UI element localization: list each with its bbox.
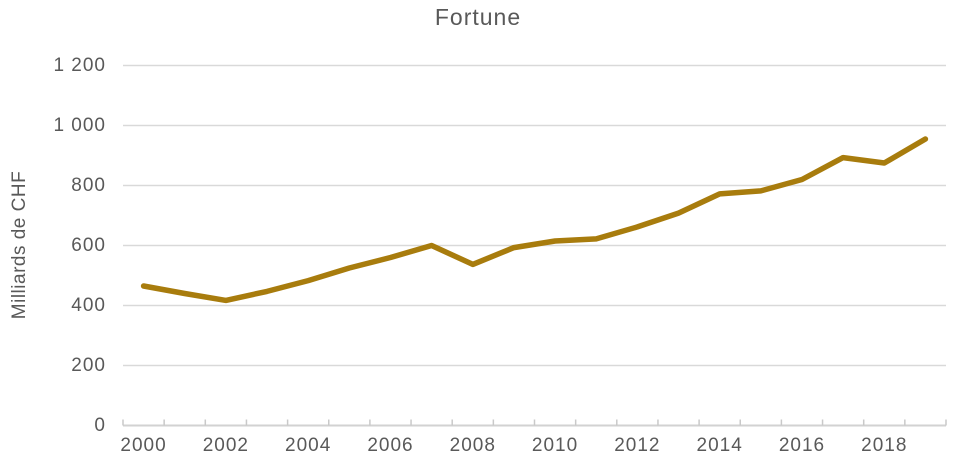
fortune-line-series bbox=[140, 136, 929, 304]
chart-title: Fortune bbox=[434, 4, 522, 30]
